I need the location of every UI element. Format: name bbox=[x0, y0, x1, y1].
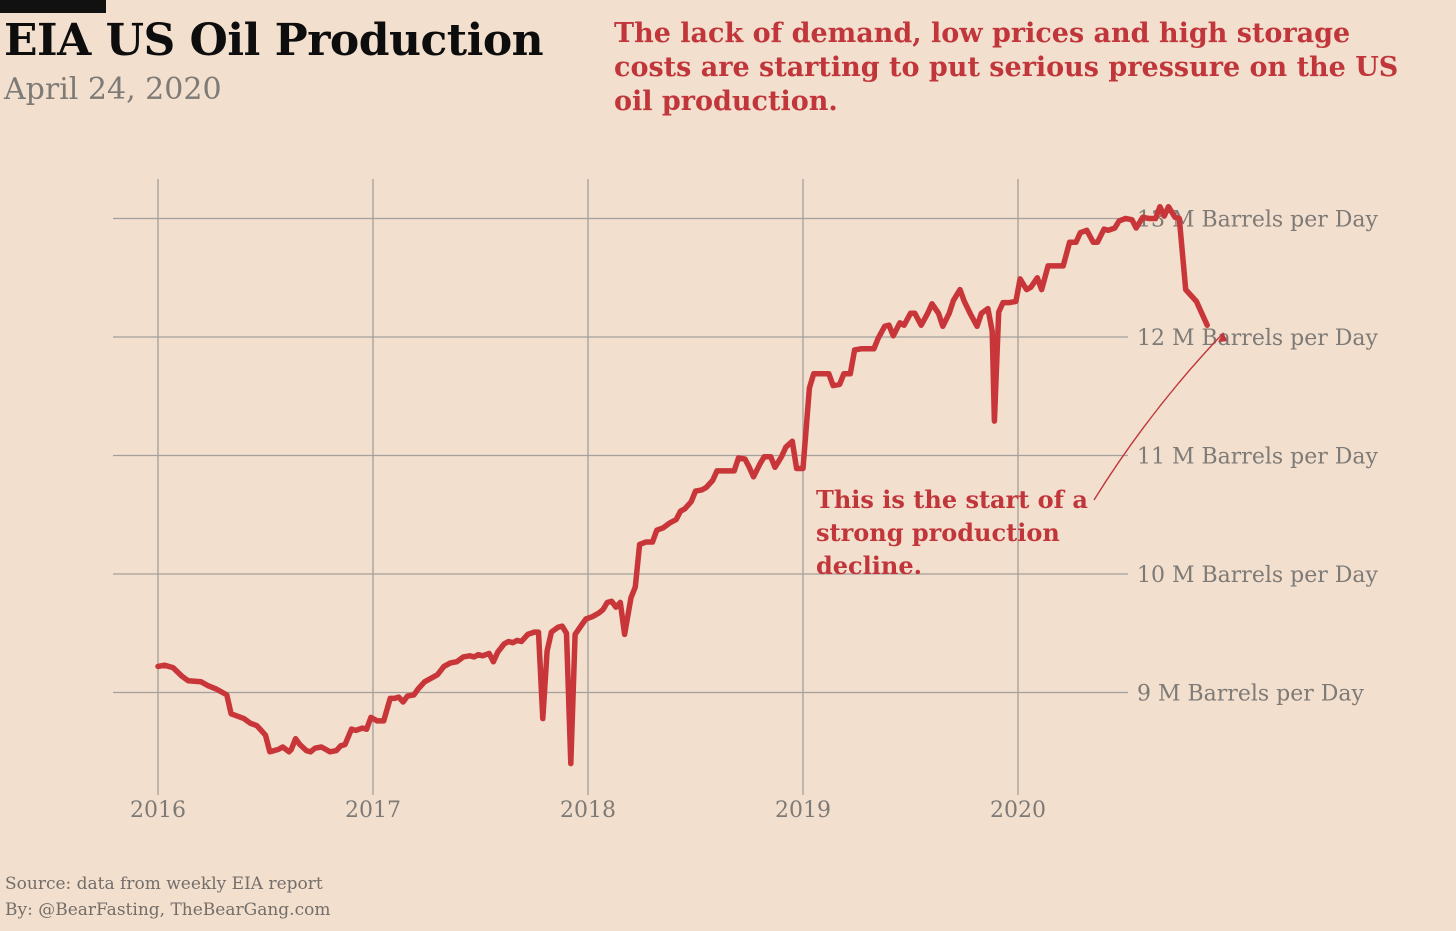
y-tick-label-12: 12 M Barrels per Day bbox=[1137, 326, 1379, 351]
chart-date: April 24, 2020 bbox=[4, 72, 222, 107]
y-tick-label-11: 11 M Barrels per Day bbox=[1137, 445, 1379, 470]
y-tick-label-9: 9 M Barrels per Day bbox=[1137, 682, 1365, 707]
x-tick-label-2020: 2020 bbox=[990, 798, 1046, 823]
x-tick-label-2016: 2016 bbox=[130, 798, 186, 823]
x-tick-label-2017: 2017 bbox=[345, 798, 401, 823]
chart-title: EIA US Oil Production bbox=[4, 15, 544, 66]
annotation-arrow-head bbox=[1218, 332, 1228, 343]
oil-production-line bbox=[155, 203, 1210, 767]
corner-accent-bar bbox=[0, 0, 106, 13]
byline: By: @BearFasting, TheBearGang.com bbox=[5, 900, 331, 920]
x-tick-label-2018: 2018 bbox=[560, 798, 616, 823]
decline-annotation: This is the start of a strong production… bbox=[816, 485, 1088, 580]
y-tick-label-10: 10 M Barrels per Day bbox=[1137, 563, 1379, 588]
annotation-arrow bbox=[1093, 332, 1224, 501]
headline-annotation: The lack of demand, low prices and high … bbox=[614, 18, 1399, 117]
tick-labels: 9 M Barrels per Day 10 M Barrels per Day 1… bbox=[130, 208, 1379, 824]
source-note: Source: data from weekly EIA report bbox=[5, 874, 323, 894]
x-tick-label-2019: 2019 bbox=[775, 798, 831, 823]
grid bbox=[113, 179, 1128, 795]
